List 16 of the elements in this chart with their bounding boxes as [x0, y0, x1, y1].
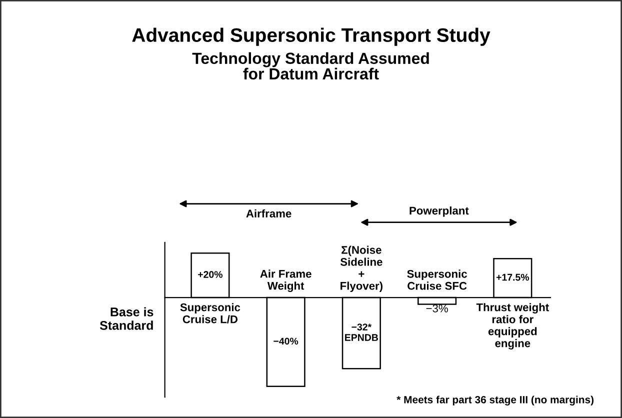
chart-title: Advanced Supersonic Transport Study: [132, 28, 490, 46]
data-label: +20%: [198, 271, 223, 278]
data-label: −32* EPNDB: [345, 324, 378, 341]
x-tick-label: Supersonic Cruise SFC: [407, 270, 467, 290]
x-tick-label: Air Frame Weight: [260, 270, 312, 292]
data-label: −40%: [274, 338, 298, 345]
x-tick-label: Σ(Noise Sideline + Flyover): [340, 246, 382, 292]
text: Powerplant: [410, 206, 469, 217]
x-tick-label: Supersonic Cruise L/D: [180, 303, 240, 324]
data-label: +17.5%: [496, 274, 530, 281]
x-tick-label: Thrust weight ratio for equipped engine: [476, 303, 549, 350]
data-label: −3%: [426, 304, 448, 312]
chart-subtitle: Technology Standard Assumed for Datum Aircraft: [192, 52, 429, 80]
text: * Meets far part 36 stage III (no margins): [396, 396, 594, 406]
y-axis-title: Base is Standard: [100, 307, 154, 330]
text: Airframe: [246, 209, 292, 218]
